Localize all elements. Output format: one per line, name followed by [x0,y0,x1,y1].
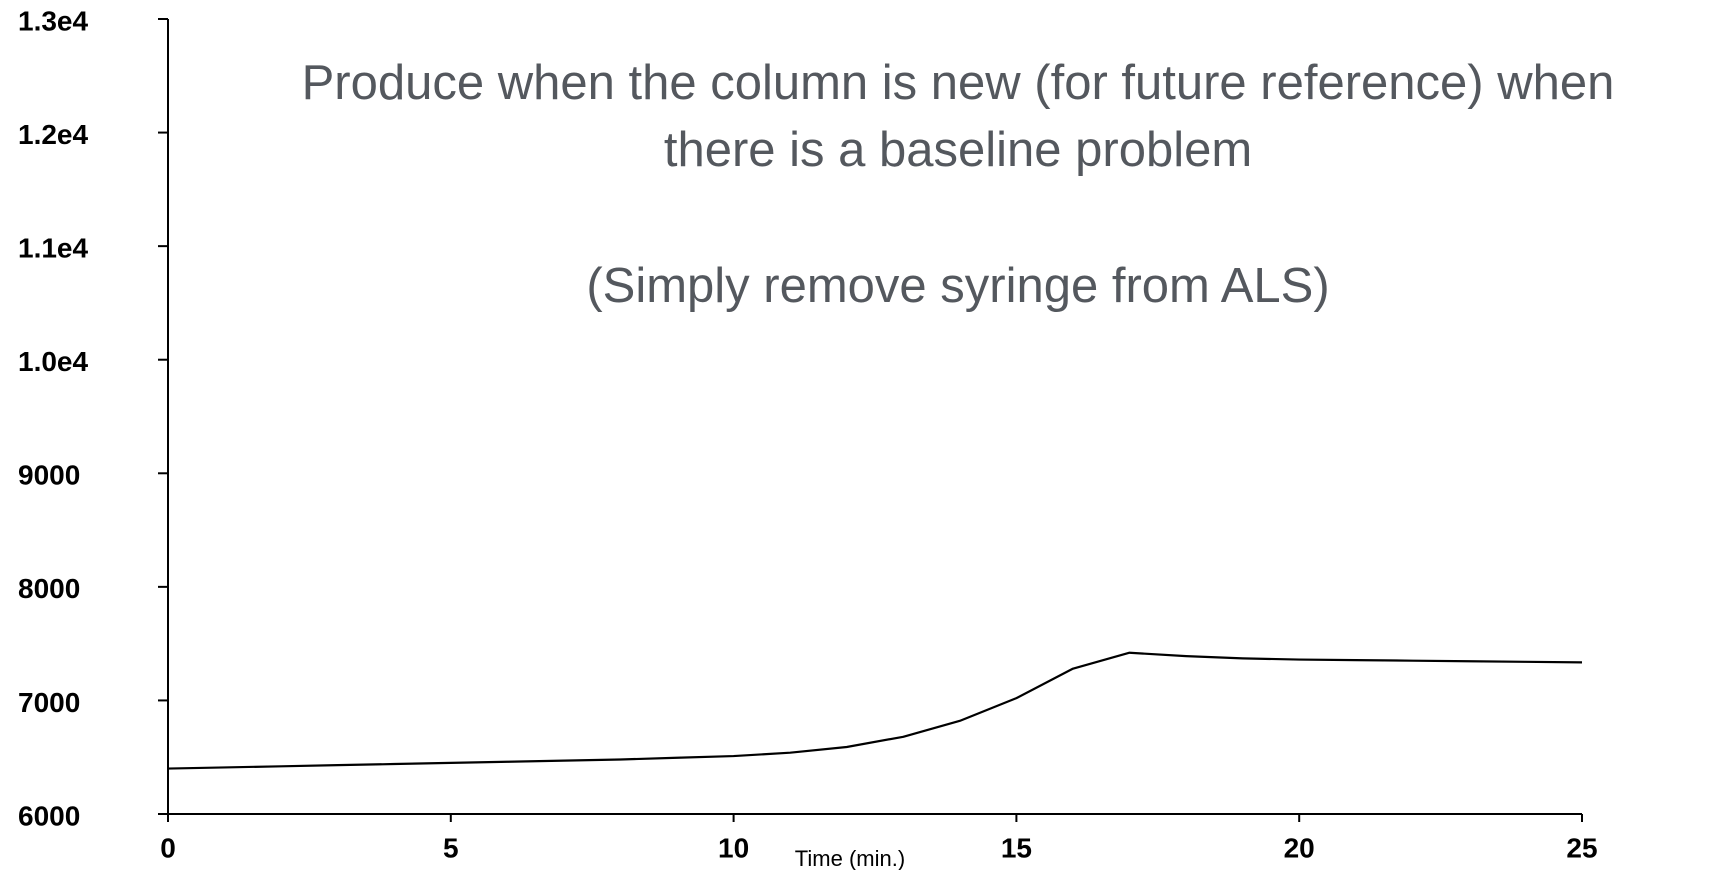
x-tick-label: 25 [1566,832,1597,863]
annotation: Produce when the column is new (for futu… [302,56,1615,110]
x-tick-label: 0 [160,832,176,863]
x-tick-label: 15 [1001,832,1032,863]
x-tick-label: 10 [718,832,749,863]
y-tick-label: 7000 [18,687,80,718]
x-axis-label: Time (min.) [795,846,905,870]
y-tick-label: 1.2e4 [18,119,88,150]
y-tick-label: 1.3e4 [18,5,88,36]
y-tick-label: 1.1e4 [18,233,88,264]
x-tick-label: 5 [443,832,459,863]
annotation: there is a baseline problem [664,123,1252,177]
y-tick-label: 9000 [18,460,80,491]
annotation: (Simply remove syringe from ALS) [586,259,1329,313]
data-line [167,651,1583,770]
y-tick-label: 6000 [18,800,80,831]
y-tick-label: 1.0e4 [18,346,88,377]
x-tick-label: 20 [1284,832,1315,863]
y-tick-label: 8000 [18,573,80,604]
